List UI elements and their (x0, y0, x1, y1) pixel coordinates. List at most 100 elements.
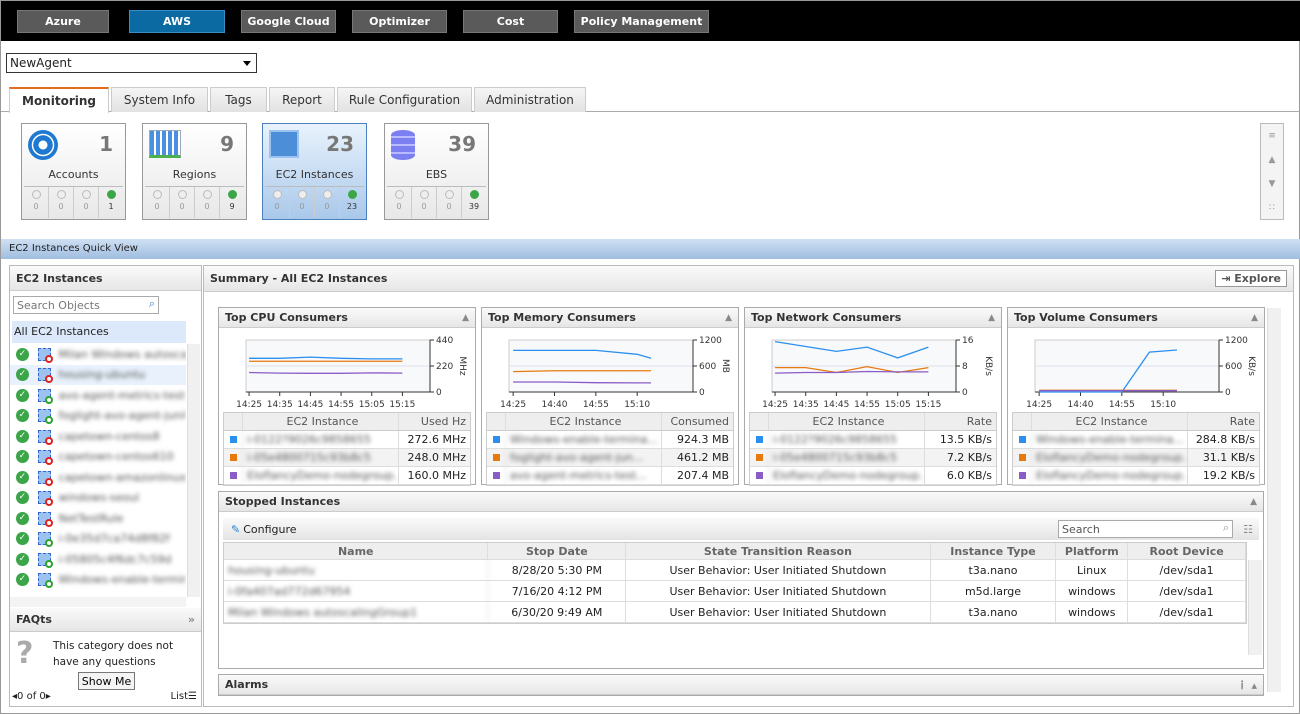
all-instances-item[interactable]: All EC2 Instances (12, 321, 186, 343)
table-scrollbar[interactable] (1248, 560, 1262, 655)
status-warning[interactable]: 0 (195, 187, 220, 218)
table-row[interactable]: Windows-enable-termina... 284.8 KB/s (1013, 431, 1259, 449)
status-critical[interactable]: 0 (265, 187, 290, 218)
collapse-icon[interactable]: ▲ (1250, 496, 1257, 507)
table-row[interactable]: ElofIancyDemo-nodegroup... 19.2 KB/s (1013, 467, 1259, 485)
show-me-button[interactable]: Show Me (78, 672, 135, 690)
search-objects-input[interactable]: Search Objects ⌕ (13, 296, 159, 314)
critical-icon (272, 190, 282, 199)
tab-tags[interactable]: Tags (210, 87, 267, 112)
table-row[interactable]: ElofIancyDemo-nodegroup... 31.1 KB/s (1013, 449, 1259, 467)
collapse-icon[interactable]: ▲ (1251, 312, 1258, 323)
table-row[interactable]: i-0fa407ad772d67954 7/16/20 4:12 PM User B… (224, 581, 1246, 602)
table-row[interactable]: i-05e4800715c93b8c5 248.0 MHz (224, 449, 470, 467)
tile-regions[interactable]: 9 Regions 0 0 0 9 (142, 123, 247, 220)
tile-ebs[interactable]: 39 EBS 0 0 0 39 (384, 123, 489, 220)
collapse-icon[interactable]: ▲ (988, 312, 995, 323)
column-header[interactable]: Name (224, 543, 489, 559)
table-row[interactable]: Milan Windows autoscalingGroup1 6/30/20 9… (224, 602, 1246, 623)
list-item[interactable]: ✓ i-0e35d7ca74d8f82f (10, 529, 186, 550)
table-row[interactable]: ElofIancyDemo-nodegroup... 160.0 MHz (224, 467, 470, 485)
tile-ec2-instances[interactable]: 23 EC2 Instances 0 0 0 23 (262, 123, 367, 220)
column-header-sort[interactable]: Consumed (661, 413, 733, 430)
faq-pager[interactable]: ◂0 of 0▸ (12, 691, 51, 702)
tab-administration[interactable]: Administration (474, 87, 586, 112)
status-fatal[interactable]: 0 (290, 187, 315, 218)
status-critical[interactable]: 0 (387, 187, 412, 218)
warning-icon (444, 190, 454, 199)
column-header[interactable]: Stop Date (488, 543, 627, 559)
y-tick-label: 600 (1225, 362, 1242, 372)
cloud-button-azure[interactable]: Azure (17, 10, 109, 33)
status-critical[interactable]: 0 (145, 187, 170, 218)
table-row[interactable]: foglight-avo-agent-jun... 461.2 MB (487, 449, 733, 467)
cloud-button-policy-management[interactable]: Policy Management (574, 10, 709, 33)
column-header[interactable]: Platform (1056, 543, 1129, 559)
status-warning[interactable]: 0 (437, 187, 462, 218)
status-fatal[interactable]: 0 (170, 187, 195, 218)
cloud-button-cost[interactable]: Cost (463, 10, 558, 33)
table-row[interactable]: avo-agent-metrics-test... 207.4 MB (487, 467, 733, 485)
column-header-sort[interactable]: Rate (1187, 413, 1259, 430)
running-instance-icon (37, 573, 53, 589)
list-item[interactable]: ✓ capetown-centos610 (10, 447, 186, 468)
list-scrollbar[interactable] (187, 344, 200, 597)
table-row[interactable]: ElofIancyDemo-nodegroup... 6.0 KB/s (750, 467, 996, 485)
stopped-search-input[interactable]: Search ⌕ (1058, 520, 1233, 538)
tab-system-info[interactable]: System Info (111, 87, 208, 112)
horizontal-scrollbar[interactable] (10, 597, 186, 607)
column-menu-icon[interactable]: ☷ (1243, 522, 1253, 536)
list-item[interactable]: ✓ NetTestRule (10, 508, 186, 529)
status-ok[interactable]: 23 (340, 187, 364, 218)
tab-report[interactable]: Report (269, 87, 335, 112)
collapse-icon[interactable]: ▲ (725, 312, 732, 323)
cloud-button-google-cloud[interactable]: Google Cloud (241, 10, 336, 33)
list-item[interactable]: ✓ capetown-amazonlinux2 (10, 467, 186, 488)
list-item[interactable]: ✓ housing-ubuntu (10, 364, 186, 385)
cloud-button-optimizer[interactable]: Optimizer (352, 10, 447, 33)
list-item[interactable]: ✓ i-05805c4f6dc7c59d (10, 549, 186, 570)
list-view-button[interactable]: List☰ (170, 691, 197, 702)
table-row[interactable]: i-0122?9026c9858655 272.6 MHz (224, 431, 470, 449)
list-item[interactable]: ✓ Milan Windows autoscalingGroup1 (10, 344, 186, 365)
main-scrollbar[interactable] (1267, 308, 1281, 692)
column-header-sort[interactable]: Used Hz (398, 413, 470, 430)
table-row[interactable]: i-05e4800715c93b8c5 7.2 KB/s (750, 449, 996, 467)
column-header[interactable]: Instance Type (931, 543, 1057, 559)
tab-monitoring[interactable]: Monitoring (9, 87, 109, 113)
cell-stop-date: 6/30/20 9:49 AM (488, 602, 627, 622)
table-row[interactable]: housing-ubuntu 8/28/20 5:30 PM User Behavi… (224, 560, 1246, 581)
status-ok[interactable]: 1 (99, 187, 123, 218)
column-header-sort[interactable]: Rate (924, 413, 996, 430)
status-fatal[interactable]: 0 (49, 187, 74, 218)
line-chart: 0 8 16 KB/s 14:25 14:35 14:45 14:55 15:05 15:15 (762, 336, 993, 410)
chart-panel-top-memory-consumers: Top Memory Consumers ▲ 0 600 1200 MB 14:25 14:4… (481, 307, 739, 486)
instance-name: ElofIancyDemo-nodegroup... (242, 467, 398, 484)
tab-rule-configuration[interactable]: Rule Configuration (337, 87, 472, 112)
status-ok[interactable]: 39 (462, 187, 486, 218)
list-item[interactable]: ✓ Windows-enable-terminate (10, 570, 186, 591)
explore-button[interactable]: ⇥ Explore (1215, 270, 1287, 287)
table-row[interactable]: Windows-enable-termina... 924.3 MB (487, 431, 733, 449)
column-header[interactable]: Root Device (1128, 543, 1246, 559)
list-item[interactable]: ✓ foglight-avo-agent-junit-te (10, 406, 186, 427)
info-icon[interactable]: ｉ ▴ (1236, 678, 1257, 692)
collapse-icon[interactable]: ▲ (462, 312, 469, 323)
table-row[interactable]: i-0122?9026c9858655 13.5 KB/s (750, 431, 996, 449)
collapse-icon[interactable]: » (187, 613, 195, 626)
status-warning[interactable]: 0 (74, 187, 99, 218)
status-fatal[interactable]: 0 (412, 187, 437, 218)
search-icon[interactable]: ⌕ (148, 297, 155, 310)
tile-scroller[interactable]: ≡ ▲ ▼ ∷ (1260, 123, 1284, 220)
column-header[interactable]: State Transition Reason (626, 543, 931, 559)
status-warning[interactable]: 0 (315, 187, 340, 218)
agent-select[interactable]: NewAgent (6, 53, 257, 73)
list-item[interactable]: ✓ capetown-centos8 (10, 426, 186, 447)
status-ok[interactable]: 9 (220, 187, 244, 218)
list-item[interactable]: ✓ windows-seoul (10, 488, 186, 509)
status-critical[interactable]: 0 (24, 187, 49, 218)
configure-button[interactable]: Configure (243, 522, 297, 536)
cloud-button-aws[interactable]: AWS (129, 10, 225, 33)
tile-accounts[interactable]: 1 Accounts 0 0 0 1 (21, 123, 126, 220)
list-item[interactable]: ✓ avo-agent-metrics-test-co (10, 385, 186, 406)
